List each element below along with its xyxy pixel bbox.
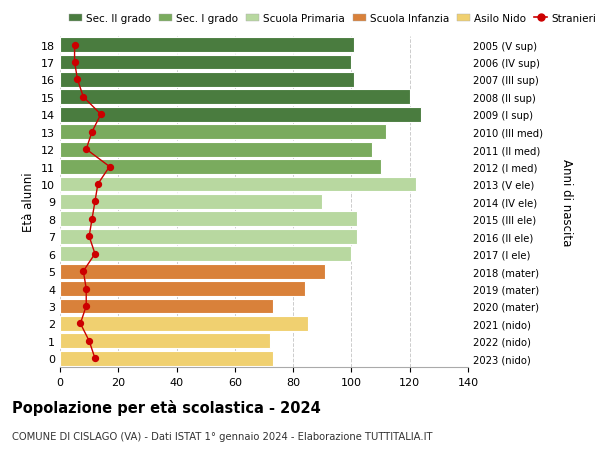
Y-axis label: Anni di nascita: Anni di nascita	[560, 158, 572, 246]
Point	[85, 337, 94, 345]
Text: Popolazione per età scolastica - 2024: Popolazione per età scolastica - 2024	[12, 399, 321, 415]
Bar	[60, 38, 355, 53]
Bar	[60, 90, 410, 105]
Bar	[60, 212, 357, 227]
Bar	[60, 125, 386, 140]
Point	[82, 302, 91, 310]
Bar	[60, 177, 416, 192]
Point	[70, 42, 79, 49]
Bar	[60, 316, 308, 331]
Point	[87, 216, 97, 223]
Point	[70, 59, 79, 67]
Point	[73, 77, 82, 84]
Bar	[60, 230, 357, 244]
Bar	[60, 247, 352, 262]
Point	[90, 251, 100, 258]
Point	[79, 268, 88, 275]
Y-axis label: Età alunni: Età alunni	[22, 172, 35, 232]
Point	[85, 233, 94, 241]
Bar	[60, 56, 352, 70]
Point	[96, 112, 106, 119]
Bar	[60, 351, 273, 366]
Bar	[60, 195, 322, 209]
Point	[90, 198, 100, 206]
Legend: Sec. II grado, Sec. I grado, Scuola Primaria, Scuola Infanzia, Asilo Nido, Stran: Sec. II grado, Sec. I grado, Scuola Prim…	[65, 10, 600, 28]
Bar	[60, 160, 380, 174]
Point	[82, 285, 91, 292]
Bar	[60, 334, 270, 348]
Bar	[60, 73, 355, 88]
Point	[93, 181, 103, 188]
Text: COMUNE DI CISLAGO (VA) - Dati ISTAT 1° gennaio 2024 - Elaborazione TUTTITALIA.IT: COMUNE DI CISLAGO (VA) - Dati ISTAT 1° g…	[12, 431, 433, 442]
Bar	[60, 142, 372, 157]
Point	[87, 129, 97, 136]
Point	[105, 163, 115, 171]
Point	[79, 94, 88, 101]
Bar	[60, 299, 273, 313]
Point	[82, 146, 91, 153]
Point	[76, 320, 85, 327]
Bar	[60, 107, 421, 123]
Bar	[60, 264, 325, 279]
Point	[90, 355, 100, 362]
Bar	[60, 281, 305, 297]
